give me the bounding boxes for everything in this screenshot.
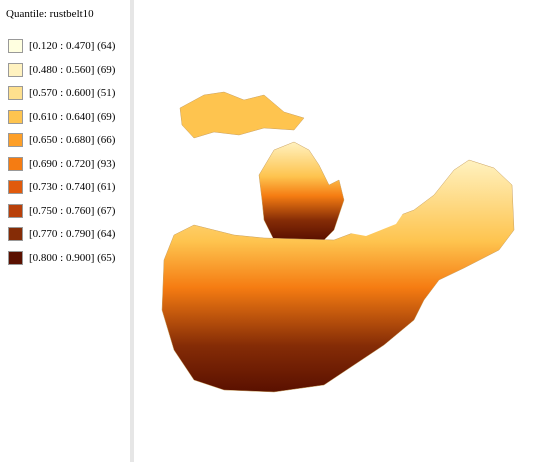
legend-label: [0.800 : 0.900] (65) <box>29 251 116 264</box>
legend-label: [0.770 : 0.790] (64) <box>29 228 116 240</box>
legend-swatch <box>8 203 23 218</box>
legend-swatch <box>8 227 23 241</box>
legend-entry: [0.690 : 0.720] (93) <box>8 156 115 172</box>
legend-label: [0.610 : 0.640] (69) <box>29 110 116 123</box>
legend-entry: [0.800 : 0.900] (65) <box>8 250 115 266</box>
legend-entry: [0.730 : 0.740] (61) <box>8 179 115 195</box>
legend-entry: [0.770 : 0.790] (64) <box>8 226 115 242</box>
lower-peninsula <box>258 141 345 241</box>
legend-label: [0.570 : 0.600] (51) <box>29 87 116 99</box>
legend-swatch <box>8 133 23 147</box>
main-region <box>161 159 515 393</box>
legend-swatch <box>8 156 23 171</box>
legend-label: [0.120 : 0.470] (64) <box>29 40 116 52</box>
legend-entry: [0.650 : 0.680] (66) <box>8 132 115 148</box>
lake-erie <box>344 212 404 236</box>
legend-swatch <box>8 250 23 265</box>
divider <box>130 0 134 462</box>
legend-label: [0.480 : 0.560] (69) <box>29 63 116 76</box>
legend: Quantile: rustbelt10 [0.120 : 0.470] (64… <box>0 0 130 462</box>
legend-label: [0.730 : 0.740] (61) <box>29 181 116 193</box>
legend-entry: [0.120 : 0.470] (64) <box>8 38 115 54</box>
legend-label: [0.650 : 0.680] (66) <box>29 134 116 146</box>
legend-title: Quantile: rustbelt10 <box>6 8 94 20</box>
legend-swatch <box>8 62 23 77</box>
legend-entry: [0.570 : 0.600] (51) <box>8 85 115 101</box>
legend-label: [0.690 : 0.720] (93) <box>29 157 116 170</box>
legend-entry: [0.610 : 0.640] (69) <box>8 109 115 125</box>
map <box>161 91 515 393</box>
legend-label: [0.750 : 0.760] (67) <box>29 204 116 217</box>
legend-entry: [0.480 : 0.560] (69) <box>8 62 115 78</box>
legend-entry: [0.750 : 0.760] (67) <box>8 203 115 219</box>
legend-swatch <box>8 109 23 124</box>
upper-peninsula <box>179 91 305 139</box>
legend-swatch <box>8 86 23 100</box>
legend-swatch <box>8 39 23 53</box>
legend-swatch <box>8 180 23 194</box>
